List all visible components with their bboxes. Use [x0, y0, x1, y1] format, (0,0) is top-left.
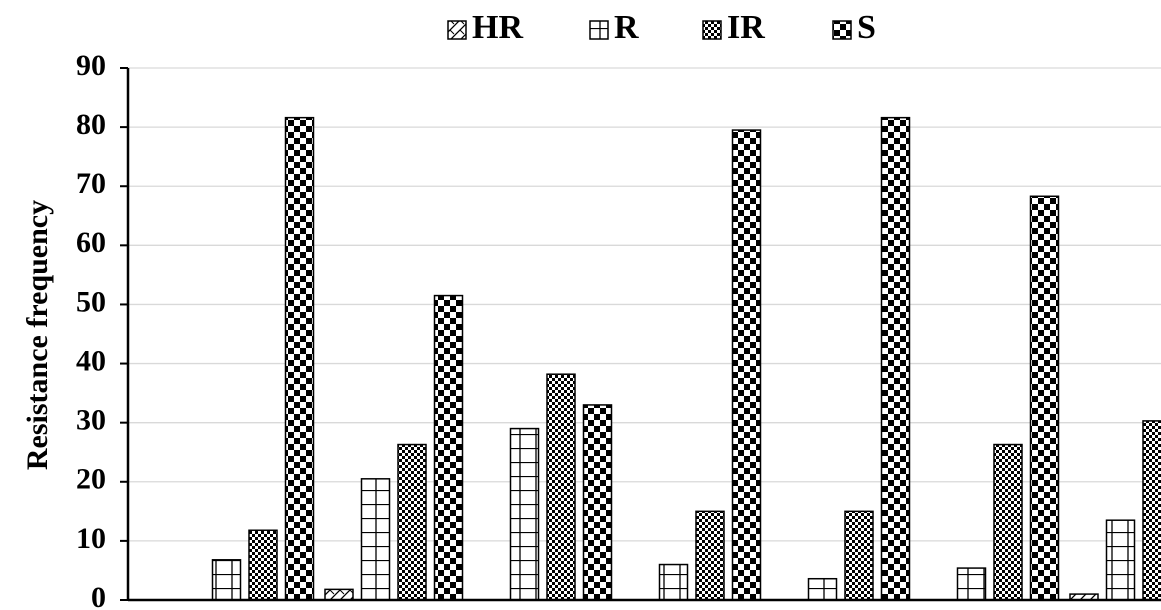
y-tick-label: 20 — [76, 463, 106, 496]
legend-swatch-r — [589, 20, 609, 40]
bar-r-group-5 — [807, 577, 838, 601]
bar-ir-group-3 — [546, 373, 576, 601]
bar-ir-group-1 — [248, 529, 278, 601]
bar-s-group-1 — [284, 116, 315, 601]
bar-hr-group-2 — [324, 588, 354, 601]
y-tick-label: 80 — [76, 108, 106, 141]
bar-s-group-3 — [582, 404, 613, 601]
y-axis-title: Resistance frequency — [21, 200, 54, 470]
y-tick-label: 60 — [76, 226, 106, 259]
bar-r-group-2 — [360, 478, 391, 601]
bar-ir-group-2 — [397, 443, 427, 601]
bar-r-group-6 — [956, 567, 987, 601]
bar-r-group-7 — [1105, 519, 1136, 601]
legend-label-hr: HR — [472, 9, 523, 46]
bar-s-group-5 — [880, 116, 911, 601]
bar-r-group-1 — [211, 559, 242, 601]
y-tick-label: 0 — [91, 581, 106, 610]
axes: 0 10 20 30 40 50 60 70 80 90 — [76, 49, 1161, 610]
y-tick-label: 10 — [76, 522, 106, 555]
legend: HR R IR S — [447, 9, 876, 46]
bar-ir-group-5 — [844, 510, 874, 601]
legend-label-s: S — [857, 9, 876, 46]
legend-swatch-s — [832, 20, 852, 40]
y-tick-label: 90 — [76, 49, 106, 82]
legend-label-ir: IR — [727, 9, 765, 46]
bar-s-group-4 — [731, 129, 762, 601]
bar-s-group-2 — [433, 294, 464, 601]
y-tick-label: 70 — [76, 167, 106, 200]
bar-ir-group-4 — [695, 510, 725, 601]
legend-swatch-ir — [702, 20, 722, 40]
legend-swatch-hr — [447, 20, 467, 40]
bar-r-group-4 — [658, 563, 689, 601]
bars — [211, 116, 1161, 601]
bar-s-group-6 — [1029, 195, 1060, 601]
bar-r-group-3 — [509, 427, 540, 601]
bar-ir-group-6 — [993, 443, 1023, 601]
y-tick-label: 50 — [76, 285, 106, 318]
y-tick-label: 30 — [76, 404, 106, 437]
y-tick-label: 40 — [76, 344, 106, 377]
bar-ir-group-7 — [1142, 420, 1161, 601]
legend-label-r: R — [614, 9, 639, 46]
